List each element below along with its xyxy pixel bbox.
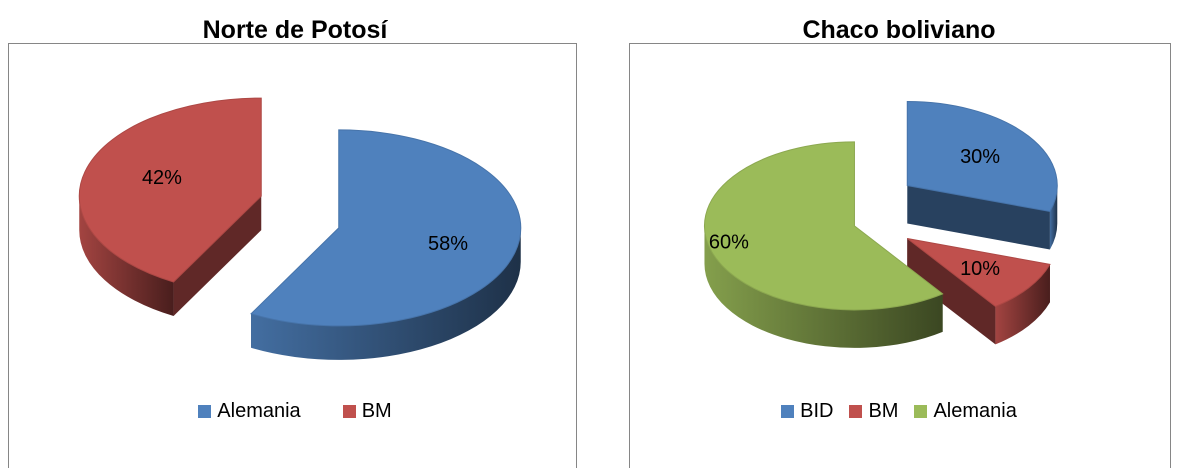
legend: BID BM Alemania [629, 400, 1169, 423]
chart-title: Chaco boliviano [802, 16, 996, 44]
chart-frame [8, 43, 577, 468]
pie-slice-bid [906, 101, 1058, 213]
legend-swatch [849, 405, 863, 418]
pie-slice-wall [995, 264, 1050, 345]
data-label: 42% [142, 167, 182, 189]
pie-slice-wall [79, 196, 174, 316]
chart-chaco-boliviano: Chaco boliviano 30% 10% 60% BID BM Alemani… [593, 0, 1186, 468]
pie-slice-bm [78, 97, 262, 283]
pie-slice-bm [906, 237, 1051, 307]
pie-slice-wall [1049, 185, 1058, 250]
legend: Alemania BM [0, 400, 590, 423]
chart-norte-de-potosi: Norte de Potosí 58% 42% Alemania BM [0, 0, 590, 468]
legend-label: Alemania [217, 400, 301, 422]
pie-slice-alemania [704, 141, 944, 311]
legend-label: BID [800, 400, 834, 422]
data-label: 30% [960, 146, 1000, 168]
pie-chart: 58% 42% [78, 97, 522, 360]
pie-slice-side [907, 238, 996, 345]
legend-item-bid: BID [781, 400, 833, 423]
pie-slice-wall [704, 225, 943, 348]
legend-item-bm: BM [342, 400, 392, 423]
legend-swatch [198, 405, 212, 418]
pie-slice-side [173, 196, 262, 316]
legend-label: Alemania [933, 400, 1017, 422]
legend-label: BM [361, 400, 392, 422]
legend-swatch [342, 405, 356, 418]
legend-label: BM [868, 400, 899, 422]
pie-chart: 30% 10% 60% [704, 101, 1058, 348]
legend-item-bm: BM [849, 400, 898, 423]
legend-item-alemania: Alemania [198, 400, 301, 423]
legend-item-alemania: Alemania [914, 400, 1017, 423]
pie-slice-side [907, 185, 1050, 250]
pie-slice-alemania [250, 129, 522, 327]
data-label: 58% [428, 233, 468, 255]
legend-swatch [914, 405, 928, 418]
legend-swatch [781, 405, 795, 418]
chart-frame [629, 43, 1171, 468]
pie-slice-wall [251, 227, 521, 360]
chart-title: Norte de Potosí [202, 16, 388, 44]
data-label: 60% [709, 231, 749, 253]
data-label: 10% [960, 258, 1000, 280]
